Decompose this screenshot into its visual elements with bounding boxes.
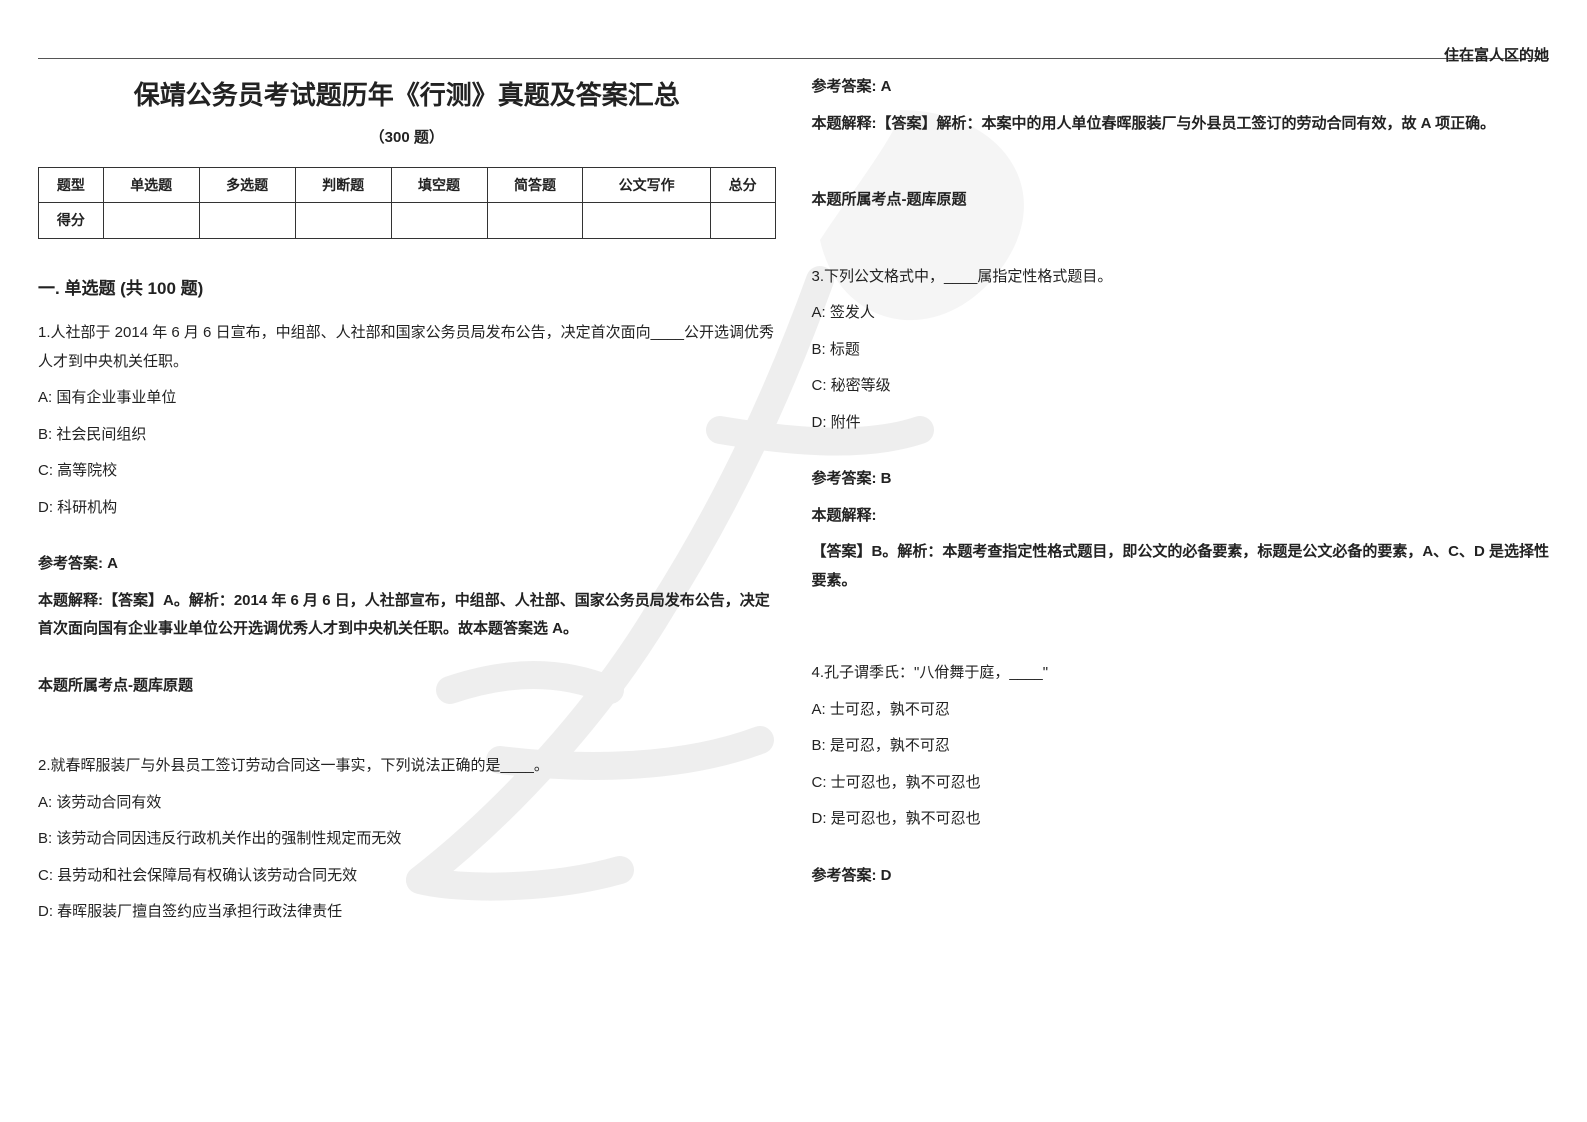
answer-label: 参考答案: A <box>812 73 1550 102</box>
top-rule <box>38 58 1549 59</box>
col-header: 判断题 <box>295 167 391 203</box>
explanation: 本题解释:【答案】A。解析：2014 年 6 月 6 日，人社部宣布，中组部、人… <box>38 587 776 644</box>
col-header: 多选题 <box>199 167 295 203</box>
option-b: B: 是可忍，孰不可忍 <box>812 732 1550 761</box>
question-text: 2.就春晖服装厂与外县员工签订劳动合同这一事实，下列说法正确的是____。 <box>38 752 776 781</box>
row-label: 得分 <box>39 203 104 239</box>
score-table: 题型 单选题 多选题 判断题 填空题 简答题 公文写作 总分 得分 <box>38 167 776 239</box>
explanation: 本题解释:【答案】解析：本案中的用人单位春晖服装厂与外县员工签订的劳动合同有效，… <box>812 110 1550 139</box>
col-header: 总分 <box>710 167 775 203</box>
table-row: 得分 <box>39 203 776 239</box>
option-c: C: 士可忍也，孰不可忍也 <box>812 769 1550 798</box>
option-d: D: 是可忍也，孰不可忍也 <box>812 805 1550 834</box>
option-d: D: 科研机构 <box>38 494 776 523</box>
explanation-label: 本题解释: <box>812 502 1550 531</box>
table-row: 题型 单选题 多选题 判断题 填空题 简答题 公文写作 总分 <box>39 167 776 203</box>
answer-label: 参考答案: D <box>812 862 1550 891</box>
topic-label: 本题所属考点-题库原题 <box>812 186 1550 215</box>
col-header: 题型 <box>39 167 104 203</box>
question-text: 1.人社部于 2014 年 6 月 6 日宣布，中组部、人社部和国家公务员局发布… <box>38 319 776 376</box>
option-d: D: 春晖服装厂擅自签约应当承担行政法律责任 <box>38 898 776 927</box>
col-header: 填空题 <box>391 167 487 203</box>
option-a: A: 该劳动合同有效 <box>38 789 776 818</box>
doc-subtitle: （300 题） <box>38 124 776 153</box>
col-header: 公文写作 <box>583 167 710 203</box>
option-a: A: 签发人 <box>812 299 1550 328</box>
topic-label: 本题所属考点-题库原题 <box>38 672 776 701</box>
option-a: A: 士可忍，孰不可忍 <box>812 696 1550 725</box>
doc-title: 保靖公务员考试题历年《行测》真题及答案汇总 <box>38 71 776 120</box>
option-a: A: 国有企业事业单位 <box>38 384 776 413</box>
question-text: 4.孔子谓季氏："八佾舞于庭，____" <box>812 659 1550 688</box>
right-column: 参考答案: A 本题解释:【答案】解析：本案中的用人单位春晖服装厂与外县员工签订… <box>812 67 1550 935</box>
option-b: B: 社会民间组织 <box>38 421 776 450</box>
option-b: B: 标题 <box>812 336 1550 365</box>
question-text: 3.下列公文格式中，____属指定性格式题目。 <box>812 263 1550 292</box>
section-heading: 一. 单选题 (共 100 题) <box>38 273 776 305</box>
col-header: 简答题 <box>487 167 583 203</box>
option-c: C: 高等院校 <box>38 457 776 486</box>
option-b: B: 该劳动合同因违反行政机关作出的强制性规定而无效 <box>38 825 776 854</box>
answer-label: 参考答案: B <box>812 465 1550 494</box>
explanation: 【答案】B。解析：本题考查指定性格式题目，即公文的必备要素，标题是公文必备的要素… <box>812 538 1550 595</box>
answer-label: 参考答案: A <box>38 550 776 579</box>
left-column: 保靖公务员考试题历年《行测》真题及答案汇总 （300 题） 题型 单选题 多选题… <box>38 67 776 935</box>
option-c: C: 县劳动和社会保障局有权确认该劳动合同无效 <box>38 862 776 891</box>
option-d: D: 附件 <box>812 409 1550 438</box>
option-c: C: 秘密等级 <box>812 372 1550 401</box>
col-header: 单选题 <box>103 167 199 203</box>
